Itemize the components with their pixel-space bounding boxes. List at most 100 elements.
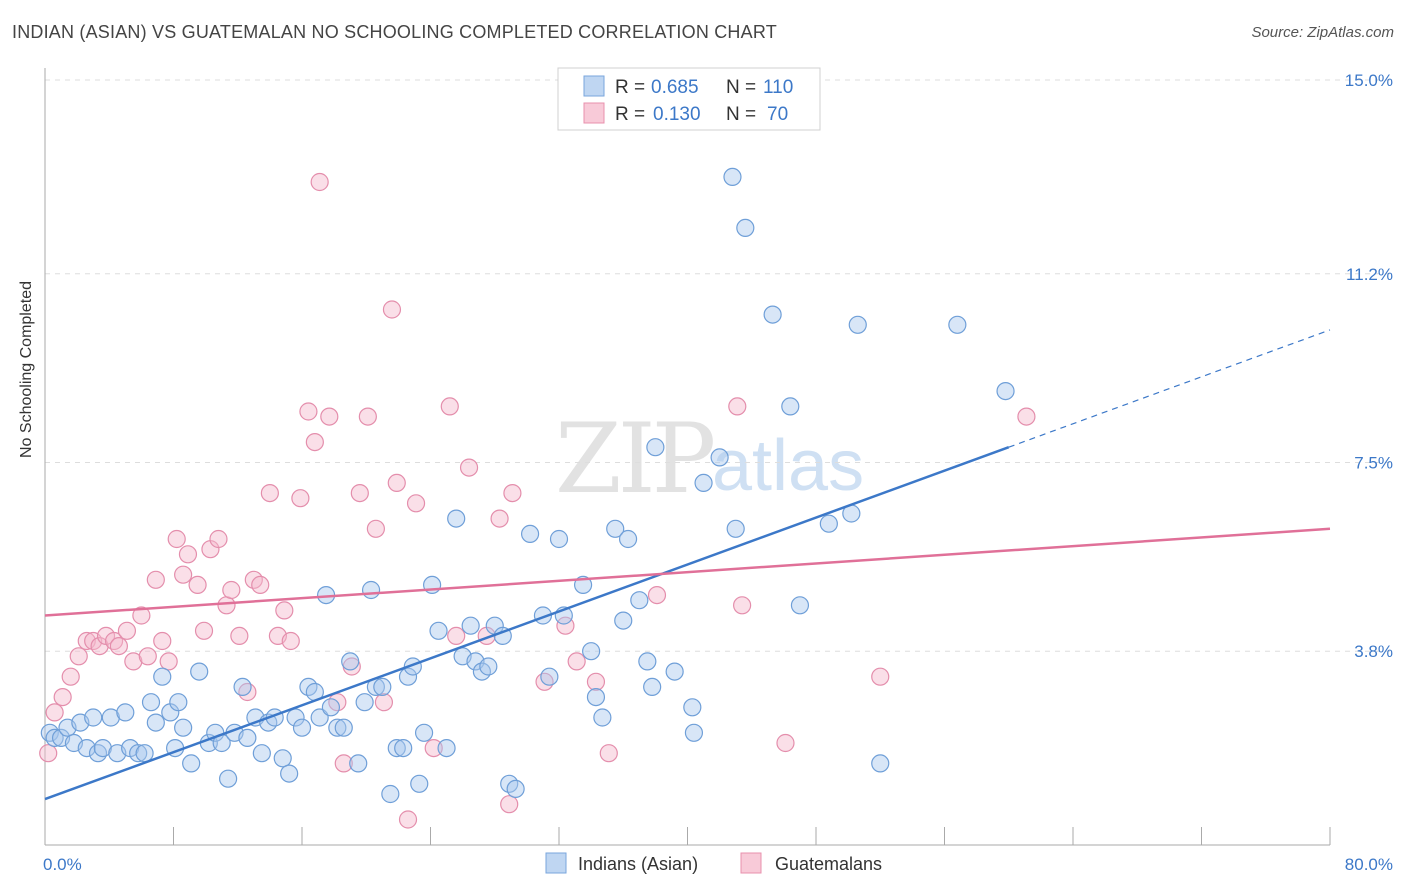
grid-lines — [45, 79, 1390, 652]
indians-asian-point — [540, 667, 559, 686]
y-tick-label: 11.2% — [1346, 265, 1393, 284]
guatemalans-point — [382, 300, 402, 319]
guatemalans-point — [567, 652, 586, 671]
indians-asian-point — [410, 774, 429, 793]
indians-asian-points — [40, 167, 1015, 804]
guatemalans-point — [109, 636, 128, 656]
y-tick-label: 15.0% — [1345, 71, 1393, 90]
indians-asian-point — [169, 693, 188, 712]
watermark-atlas: atlas — [712, 426, 864, 506]
guatemalans-point — [178, 545, 198, 564]
indians-asian-point — [614, 611, 633, 630]
indians-asian-point — [461, 616, 480, 635]
indians-asian-point — [141, 693, 161, 712]
indians-asian-point — [582, 642, 601, 661]
guatemalans-point — [281, 631, 300, 651]
indians-asian-point — [93, 738, 112, 758]
indians-asian-point — [646, 438, 665, 457]
bottom-legend-label-guatemalans: Guatemalans — [775, 854, 882, 874]
indians-asian-point — [848, 315, 867, 334]
indians-asian-point — [252, 744, 271, 763]
bottom-legend-swatch-blue — [545, 852, 567, 874]
indians-asian-point — [549, 529, 569, 549]
guatemalans-point — [194, 621, 214, 640]
indians-asian-point — [447, 509, 466, 528]
guatemalans-point — [310, 172, 329, 192]
indians-asian-point — [273, 749, 292, 768]
axes — [44, 68, 1331, 846]
guatemalans-point — [69, 647, 88, 666]
guatemalans-point — [230, 626, 249, 646]
indians-asian-point — [643, 677, 662, 697]
indians-asian-point — [694, 473, 713, 492]
indians-asian-point — [790, 596, 810, 615]
guatemalans-point — [447, 626, 466, 646]
guatemalans-point — [188, 575, 207, 595]
guatemalans-point — [599, 744, 618, 763]
guatemalans-point — [1017, 407, 1036, 426]
indians-asian-point — [429, 621, 448, 640]
guatemalans-point — [117, 621, 137, 640]
indians-asian-point — [321, 698, 341, 717]
watermark-zip: ZIP — [555, 403, 714, 515]
guatemalans-point — [440, 397, 459, 416]
indians-asian-point — [437, 738, 456, 758]
indians-asian-point — [618, 529, 638, 549]
indians-asian-point — [233, 677, 252, 697]
guatemalans-point — [374, 693, 394, 712]
guatemalans-point — [490, 509, 509, 528]
guatemalans-point — [167, 529, 186, 549]
guatemalans-point — [871, 667, 890, 686]
guatemalans-point — [305, 433, 324, 452]
guatemalans-point — [222, 580, 241, 600]
indians-asian-point — [310, 708, 329, 727]
legend: R = 0.685 N = 110 R = 0.130 N = 70 — [557, 67, 821, 131]
indians-asian-point — [334, 718, 353, 737]
indians-asian-point — [77, 738, 96, 758]
guatemalans-point — [406, 494, 426, 513]
guatemalans-point — [398, 810, 418, 829]
guatemalans-point — [586, 672, 606, 691]
indians-asian-point — [506, 779, 525, 799]
guatemalans-regression-line — [44, 527, 1331, 617]
guatemalans-point — [387, 473, 406, 492]
indians-asian-point — [684, 723, 704, 742]
indians-asian-point — [146, 713, 165, 732]
guatemalans-point — [53, 687, 72, 707]
guatemalans-point — [217, 596, 236, 615]
indians-asian-point — [349, 754, 368, 773]
guatemalans-point — [174, 565, 193, 584]
indians-asian-point — [763, 305, 782, 324]
guatemalans-point — [61, 667, 80, 686]
x-tick-label: 0.0% — [43, 855, 82, 874]
guatemalans-point — [358, 407, 377, 426]
guatemalans-point — [251, 575, 270, 595]
indians-asian-point — [292, 718, 312, 737]
indians-asian-point — [394, 738, 413, 758]
indians-asian-point — [736, 218, 755, 237]
guatemalans-point — [159, 652, 178, 671]
legend-r-value-1: 0.685 — [651, 77, 699, 98]
indians-asian-point — [135, 744, 154, 763]
guatemalans-point — [503, 484, 522, 503]
legend-n-value-1: 110 — [763, 77, 793, 98]
indians-asian-point — [726, 519, 745, 538]
guatemalans-point — [124, 652, 143, 671]
guatemalans-point — [728, 397, 747, 416]
guatemalans-point — [500, 795, 519, 814]
indians-asian-point — [710, 448, 729, 467]
y-tick-label: 3.8% — [1354, 642, 1393, 661]
guatemalans-point — [260, 484, 279, 503]
indians-asian-point — [586, 687, 606, 707]
indians-asian-point — [414, 723, 434, 742]
guatemalans-point — [459, 458, 479, 477]
indians-asian-point — [520, 524, 540, 544]
tick-labels: 3.8% 7.5% 11.2% 15.0% 0.0% 80.0% — [43, 71, 1393, 874]
indians-asian-point — [361, 580, 381, 600]
indians-asian-point — [129, 744, 148, 763]
indians-asian-point — [174, 718, 193, 737]
indians-asian-point — [355, 693, 374, 712]
indians-asian-point — [40, 723, 59, 742]
indians-asian-point — [948, 315, 967, 334]
guatemalans-point — [238, 682, 257, 702]
